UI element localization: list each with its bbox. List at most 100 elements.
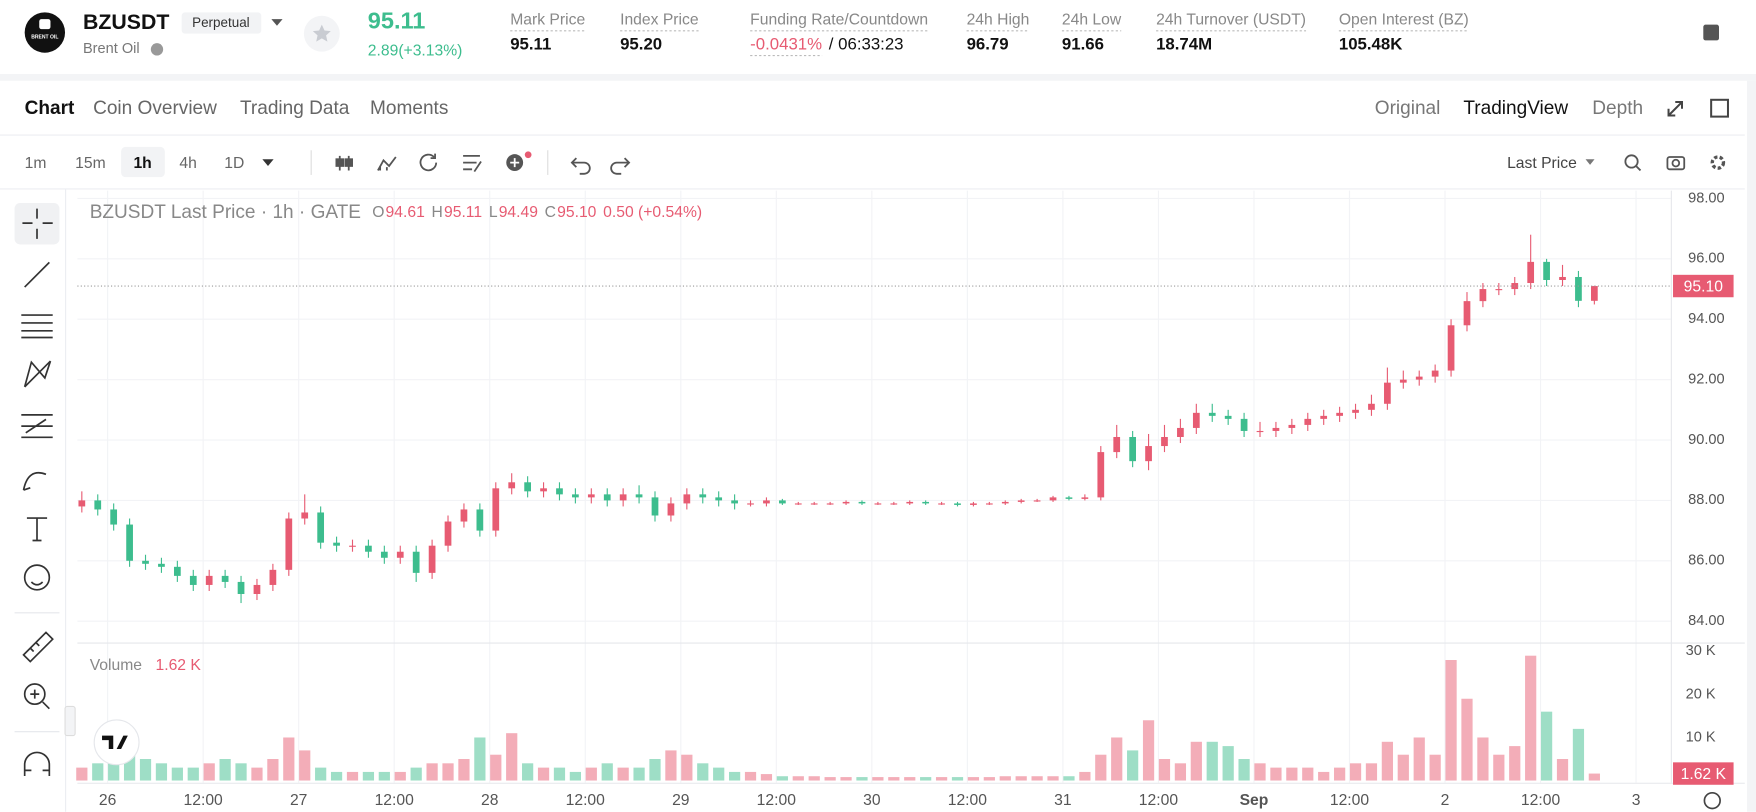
- volume-bar: [856, 777, 868, 781]
- tab[interactable]: Coin Overview: [93, 98, 217, 119]
- interval[interactable]: 15m: [75, 155, 106, 172]
- x-tick-label: 3: [1632, 792, 1641, 809]
- emoji-tool[interactable]: [30, 581, 44, 586]
- active-tool-bg: [14, 202, 60, 245]
- zoom-tool[interactable]: [23, 683, 46, 706]
- text-tool[interactable]: [26, 517, 48, 542]
- volume-bar: [792, 776, 804, 781]
- notes-icon[interactable]: [1703, 24, 1719, 41]
- x-tick-label: 12:00: [184, 792, 224, 809]
- interval-dropdown[interactable]: [262, 159, 274, 166]
- candle-body: [1527, 261, 1535, 284]
- tab[interactable]: Trading Data: [240, 98, 350, 119]
- candle-body: [1479, 289, 1487, 302]
- candle-body: [1129, 436, 1137, 462]
- expand-icon[interactable]: [1667, 101, 1684, 117]
- candle-body: [985, 503, 993, 505]
- stat-label[interactable]: 24h Low: [1062, 11, 1122, 28]
- volume-bar: [1588, 773, 1600, 781]
- stat-label[interactable]: 24h High: [967, 11, 1030, 28]
- price-source-dropdown[interactable]: [1585, 159, 1595, 165]
- candle-body: [317, 512, 325, 543]
- candle-body: [173, 566, 181, 576]
- candle-body: [1113, 436, 1121, 453]
- stat-extra: / 06:33:23: [829, 34, 904, 53]
- view-tab[interactable]: TradingView: [1463, 98, 1568, 119]
- price-source[interactable]: Last Price: [1507, 155, 1577, 172]
- volume-bar: [92, 763, 104, 781]
- tab[interactable]: Moments: [370, 98, 448, 119]
- candle-body: [189, 575, 197, 585]
- stat-label[interactable]: Index Price: [620, 11, 699, 28]
- volume-bar: [346, 771, 359, 781]
- compare-icon[interactable]: [419, 153, 438, 172]
- interval[interactable]: 4h: [179, 155, 196, 172]
- brush-tool[interactable]: [22, 471, 47, 491]
- fullscreen-icon[interactable]: [1710, 98, 1729, 118]
- template-icon[interactable]: [463, 154, 482, 173]
- candle-body: [396, 551, 404, 558]
- volume-bar: [1509, 746, 1521, 781]
- candle-body: [683, 494, 691, 504]
- indicators-icon[interactable]: [377, 156, 397, 171]
- tab[interactable]: Chart: [25, 98, 75, 119]
- candle-body: [890, 503, 898, 505]
- candle-body: [1065, 497, 1073, 499]
- search-icon[interactable]: [1635, 165, 1642, 172]
- candle-body: [763, 500, 770, 504]
- candles-icon[interactable]: [335, 158, 345, 167]
- candles-icon[interactable]: [344, 158, 353, 167]
- collapse-toolbar[interactable]: [64, 705, 76, 737]
- trendline-tool[interactable]: [24, 261, 50, 288]
- tradingview-logo[interactable]: [93, 719, 140, 766]
- volume-bar: [808, 776, 820, 781]
- redo-icon[interactable]: [610, 157, 631, 175]
- volume-bar: [951, 777, 964, 781]
- volume-bar: [1540, 711, 1553, 781]
- camera-icon[interactable]: [1666, 156, 1686, 171]
- view-tab[interactable]: Original: [1375, 98, 1441, 119]
- ohlc-label: H: [432, 204, 443, 221]
- ruler-tool[interactable]: [22, 631, 54, 663]
- y-tick-label: 96.00: [1688, 251, 1724, 267]
- undo-icon[interactable]: [570, 157, 591, 175]
- candle-body: [1447, 325, 1455, 371]
- emoji-tool[interactable]: [23, 564, 51, 591]
- dropdown-icon[interactable]: [271, 19, 283, 26]
- volume-bar: [442, 763, 454, 781]
- volume-tick-label: 20 K: [1686, 686, 1716, 702]
- stat-label[interactable]: Mark Price: [510, 11, 585, 28]
- volume-legend-value: 1.62 K: [155, 657, 201, 674]
- candle-body: [460, 509, 468, 522]
- volume-bar: [139, 759, 152, 781]
- fib-tool[interactable]: [21, 314, 53, 339]
- search-icon[interactable]: [1624, 154, 1639, 169]
- candle-body: [1320, 415, 1328, 419]
- stat-label[interactable]: Funding Rate/Countdown: [750, 11, 928, 28]
- candle-body: [508, 482, 516, 489]
- candle-body: [1049, 497, 1057, 501]
- magnet-tool[interactable]: [23, 751, 51, 776]
- volume-bar: [1334, 767, 1346, 781]
- view-tab[interactable]: Depth: [1592, 98, 1643, 119]
- interval[interactable]: 1m: [25, 155, 47, 172]
- candle-body: [667, 503, 675, 516]
- zoom-tool[interactable]: [30, 689, 50, 710]
- stat-label[interactable]: 24h Turnover (USDT): [1156, 11, 1306, 28]
- interval[interactable]: 1D: [224, 155, 244, 172]
- interval[interactable]: 1h: [133, 155, 151, 172]
- pattern-tool[interactable]: [23, 360, 52, 388]
- axis-settings-icon[interactable]: [1703, 791, 1721, 810]
- prediction-tool[interactable]: [21, 414, 53, 439]
- crosshair-tool[interactable]: [22, 208, 53, 239]
- info-icon[interactable]: [150, 43, 164, 56]
- volume-bar: [728, 771, 741, 781]
- volume-bar: [315, 767, 327, 781]
- volume-bar: [1286, 767, 1298, 781]
- camera-icon[interactable]: [1671, 158, 1681, 168]
- settings-icon[interactable]: [1710, 155, 1726, 170]
- legend-change: 0.50 (+0.54%): [603, 204, 702, 221]
- stat-label[interactable]: Open Interest (BZ): [1339, 11, 1469, 28]
- volume-bar: [697, 763, 709, 781]
